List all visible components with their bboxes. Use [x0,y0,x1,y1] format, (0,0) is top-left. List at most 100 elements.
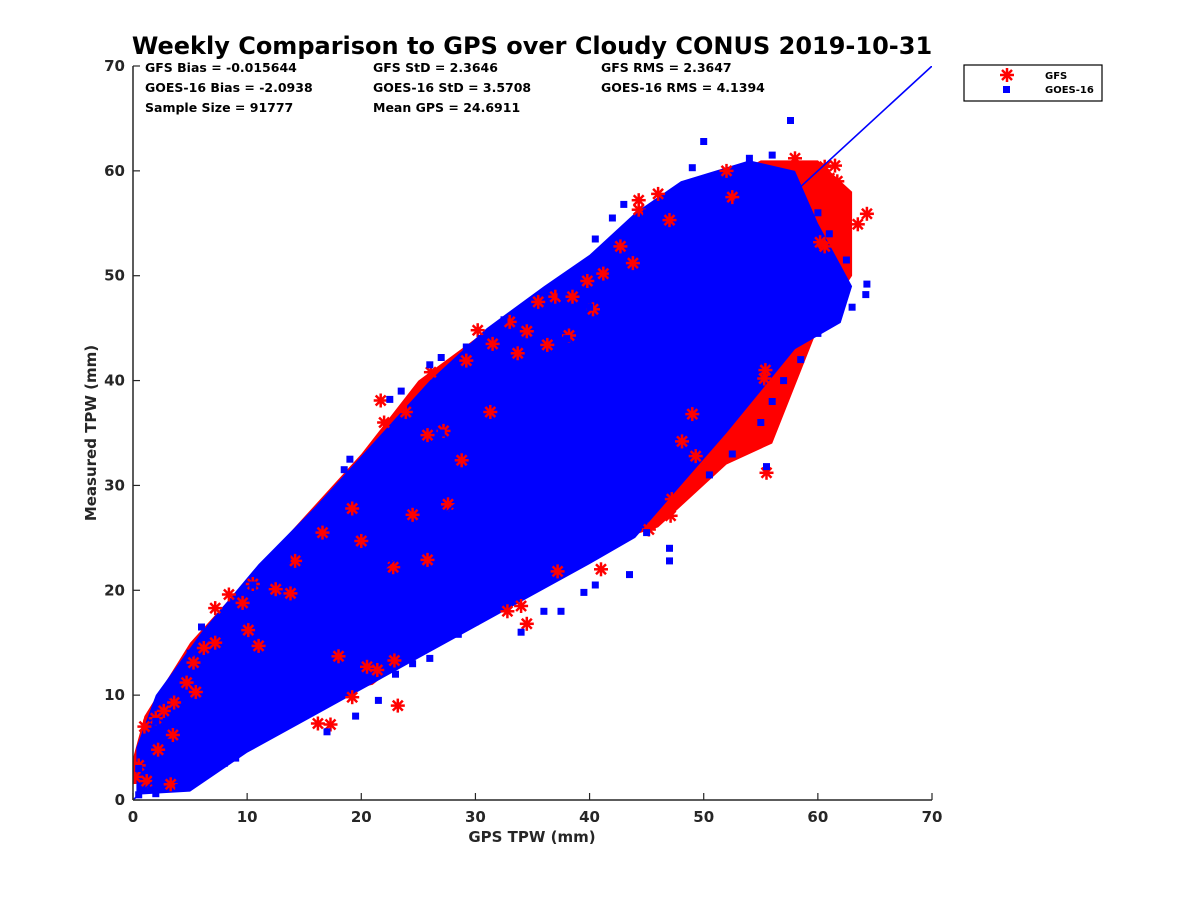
goes16-point [300,581,308,589]
goes16-point [198,738,205,746]
gfs-point [858,205,876,223]
goes16-point [620,272,628,280]
goes16-point [414,455,422,463]
goes16-point [220,759,228,767]
y-tick-label: 10 [104,686,125,704]
goes16-point [734,172,742,180]
goes16-point [380,550,388,558]
goes16-point [323,681,331,689]
goes16-point [506,518,514,526]
goes16-point [802,251,810,259]
goes16-point [186,712,194,720]
x-tick-label: 0 [128,808,138,826]
goes16-point [506,366,514,374]
goes16-point [483,539,491,547]
goes16-point [186,780,194,788]
y-tick-label: 20 [104,581,125,599]
goes16-point [863,280,871,288]
gfs-point [419,426,436,444]
goes16-point [135,765,143,772]
goes16-point [483,387,491,395]
goes16-point [386,395,394,403]
gfs-point [829,173,846,190]
x-tick-label: 50 [693,808,714,826]
goes16-point [312,515,320,523]
goes16-point [757,188,765,196]
goes16-point [757,293,765,301]
goes16-point [460,408,468,416]
gfs-point [484,335,501,353]
goes16-point [397,387,405,395]
goes16-point [494,419,502,426]
goes16-point [369,502,377,510]
x-tick-label: 70 [922,808,943,826]
goes16-point [591,581,599,589]
goes16-point [175,783,183,791]
gfs-point [825,200,843,217]
axes: 0 10 20 30 40 50 60 70 0 10 20 30 40 50 60 70 [104,57,942,826]
goes16-point [392,618,399,626]
goes16-point [711,209,719,217]
gfs-point [482,403,499,421]
goes16-point [449,471,457,479]
x-tick-label: 60 [807,808,828,826]
goes16-point [529,497,536,505]
legend-goes16-label: GOES-16 [1045,85,1094,96]
gfs-point [757,361,774,379]
goes16-point [842,256,850,264]
goes16-point [300,532,308,540]
x-tick-label: 10 [237,808,258,826]
one-to-one-line [133,66,932,800]
goes16-point [700,138,708,145]
goes16-point [688,225,696,232]
gfs-point [661,211,678,229]
gfs-point [612,238,629,255]
goes16-point [837,272,845,280]
gfs-point [389,697,407,714]
gfs-point [375,414,393,431]
x-ticks: 0 10 20 30 40 50 60 70 [128,793,943,826]
goes16-point [517,308,525,316]
goes16-point [654,219,662,227]
goes16-point [243,738,251,746]
gfs-point [549,563,566,580]
goes16-point [426,654,434,662]
gfs-point [752,398,770,416]
gfs-point [741,419,758,437]
goes16-point [323,555,331,563]
goes16-point [780,177,788,185]
gfs-point [314,524,331,541]
gfs-point [673,433,691,450]
goes16-point [814,209,822,217]
gfs-point [579,272,596,290]
goes16-point [471,445,479,453]
gfs-point [539,336,556,354]
gfs-point [404,506,421,524]
goes16-point [862,291,870,299]
goes16-point [677,204,685,212]
legend: GFS GOES-16 [963,64,1103,102]
goes16-point [745,154,753,162]
goes16-point [768,398,776,405]
goes16-point [643,209,651,217]
goes16-point [198,623,205,631]
gfs-point [453,452,470,469]
gfs-point [358,658,376,676]
gfs-point [149,741,167,758]
goes16-point [711,188,719,196]
gfs-point [309,715,327,732]
goes16-point [437,429,445,437]
y-tick-label: 50 [104,267,125,285]
plot-area [133,66,932,800]
y-tick-label: 70 [104,57,125,75]
gfs-point [499,603,516,620]
goes16-point [757,419,765,426]
gfs-point [353,532,370,550]
stat-mean-gps: Mean GPS = 24.6911 [373,100,520,115]
gfs-point [343,500,361,517]
gfs-point [419,551,436,569]
goes16-point [825,230,833,238]
goes16-point [586,303,594,311]
gfs-point [384,558,402,576]
goes16-point [403,523,411,531]
